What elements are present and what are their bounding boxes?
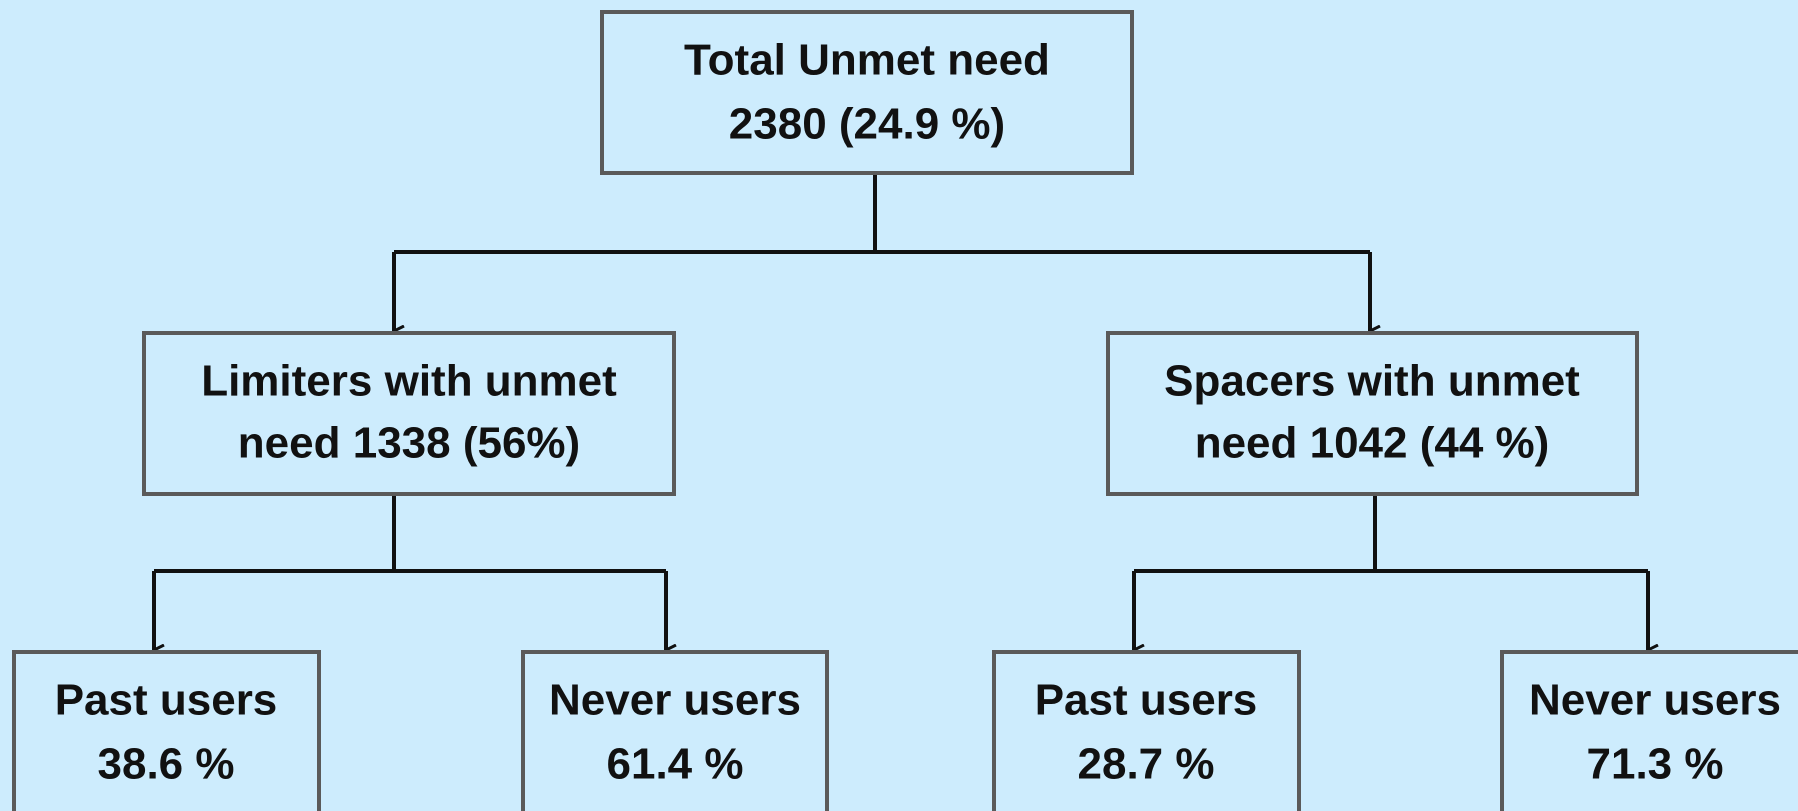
node-label: Past users — [55, 676, 278, 725]
node-label: Total Unmet need — [684, 36, 1050, 85]
node-box — [521, 650, 829, 811]
node-label: Limiters with unmet — [201, 357, 617, 406]
node-label: need 1042 (44 %) — [1195, 419, 1550, 468]
node-box — [142, 331, 676, 496]
node-label: Never users — [1529, 676, 1781, 725]
node-box — [1500, 650, 1798, 811]
node-box — [992, 650, 1301, 811]
node-box — [1106, 331, 1639, 496]
node-label: 38.6 % — [98, 740, 235, 789]
node-label: 2380 (24.9 %) — [729, 100, 1005, 149]
node-label: Spacers with unmet — [1164, 357, 1580, 406]
node-label: Past users — [1035, 676, 1258, 725]
node-label: 71.3 % — [1587, 740, 1724, 789]
node-label: 28.7 % — [1078, 740, 1215, 789]
node-box — [12, 650, 321, 811]
node-box — [600, 10, 1134, 175]
node-label: need 1338 (56%) — [238, 419, 580, 468]
node-label: Never users — [549, 676, 801, 725]
node-label: 61.4 % — [607, 740, 744, 789]
